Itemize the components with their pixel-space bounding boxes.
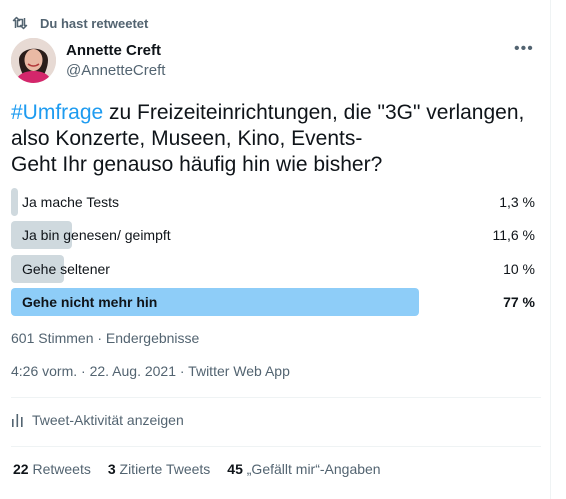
poll-bar — [11, 255, 64, 283]
author-handle[interactable]: @AnnetteCreft — [66, 62, 166, 79]
poll-bar — [11, 188, 18, 216]
tweet-timestamp[interactable]: 4:26 vorm. · 22. Aug. 2021 · Twitter Web… — [11, 363, 290, 379]
divider — [11, 397, 541, 398]
poll-option-percent: 10 % — [503, 261, 535, 277]
poll-option: Ja mache Tests 1,3 % — [11, 188, 541, 216]
poll-option-label: Gehe seltener — [22, 261, 110, 277]
tweet-text: #Umfrage zu Freizeiteinrichtungen, die "… — [11, 100, 541, 178]
more-options-button[interactable]: ••• — [514, 40, 534, 58]
engagement-stats: 22 Retweets 3 Zitierte Tweets 45 „Gefäll… — [13, 461, 398, 477]
poll-option-label: Ja bin genesen/ geimpft — [22, 227, 171, 243]
poll-option-percent: 1,3 % — [499, 194, 535, 210]
poll-option-label: Ja mache Tests — [22, 194, 120, 210]
poll-bar — [11, 221, 73, 249]
likes-stat[interactable]: 45 „Gefällt mir“-Angaben — [227, 461, 380, 477]
more-horizontal-icon: ••• — [514, 40, 534, 57]
poll-option-winner: Gehe nicht mehr hin 77 % — [11, 288, 541, 316]
poll-option: Ja bin genesen/ geimpft 11,6 % — [11, 221, 541, 249]
analytics-icon — [12, 414, 23, 427]
retweet-context-label: Du hast retweetet — [40, 15, 149, 31]
likes-label: „Gefällt mir“-Angaben — [246, 461, 381, 477]
retweet-icon — [12, 16, 28, 30]
likes-count: 45 — [227, 461, 243, 477]
tweet-line-3: Geht Ihr genauso häufig hin wie bisher? — [11, 153, 383, 176]
tweet-line-1: #Umfrage zu Freizeiteinrichtungen, die "… — [11, 100, 541, 126]
column-border — [550, 0, 551, 499]
poll-option-label: Gehe nicht mehr hin — [22, 294, 158, 310]
tweet-activity-label: Tweet-Aktivität anzeigen — [32, 412, 184, 428]
poll-option-percent: 11,6 % — [492, 227, 535, 243]
poll-option-percent: 77 % — [503, 294, 535, 310]
hashtag-link[interactable]: #Umfrage — [11, 101, 104, 124]
tweet-line-2: also Konzerte, Museen, Kino, Events- — [11, 127, 363, 150]
avatar[interactable] — [11, 38, 56, 83]
tweet-activity-link[interactable]: Tweet-Aktivität anzeigen — [11, 412, 184, 428]
quote-tweets-label: Zitierte Tweets — [119, 461, 211, 477]
poll-option: Gehe seltener 10 % — [11, 255, 541, 283]
tweet-line-1-text: zu Freizeiteinrichtungen, die "3G" verla… — [103, 101, 525, 124]
retweets-label: Retweets — [32, 461, 91, 477]
retweets-stat[interactable]: 22 Retweets — [13, 461, 91, 477]
poll-meta: 601 Stimmen · Endergebnisse — [11, 330, 200, 346]
author-name[interactable]: Annette Creft — [66, 42, 162, 59]
quote-tweets-stat[interactable]: 3 Zitierte Tweets — [108, 461, 210, 477]
retweet-context: Du hast retweetet — [12, 15, 148, 31]
divider — [11, 446, 541, 447]
quote-tweets-count: 3 — [107, 461, 116, 477]
retweets-count: 22 — [13, 461, 29, 477]
poll-bar-winner — [11, 288, 420, 316]
